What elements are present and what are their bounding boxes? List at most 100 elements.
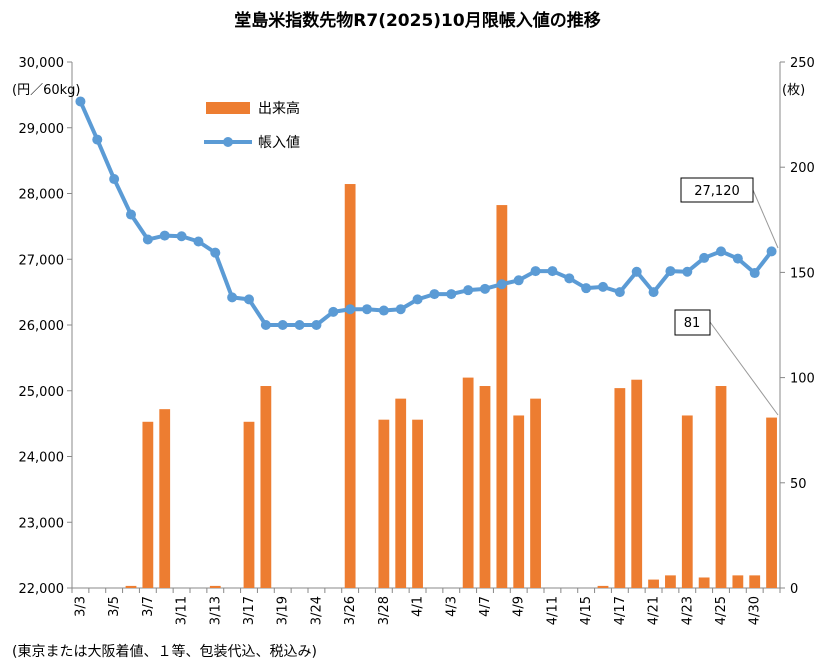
settlement-line [78,100,774,327]
volume-bar [243,421,255,588]
volume-bar [665,575,676,588]
settlement-point [395,304,406,315]
volume-bar [732,575,744,588]
settlement-point [446,289,457,300]
x-tick-label: 4/17 [613,596,628,625]
callout-line-last: 27,120 [680,177,779,249]
volume-bar [125,585,137,588]
settlement-point [564,273,575,284]
x-tick-label: 4/25 [714,596,729,625]
x-tick-label: 4/23 [680,596,695,625]
x-tick-label: 3/7 [141,596,156,617]
settlement-point [193,236,204,247]
x-tick-label: 4/21 [647,596,662,625]
volume-bar [614,388,626,588]
settlement-point [598,281,608,292]
settlement-point [749,268,760,279]
settlement-point [581,283,592,294]
volume-bar [159,409,171,588]
x-tick-label: 3/24 [309,596,324,625]
y-right-unit: (枚) [782,83,805,98]
legend: 出来高 帳入値 [204,100,300,151]
settlement-point [716,246,726,257]
y-left-tick-label: 23,000 [19,516,65,531]
legend-line-marker [223,137,233,147]
settlement-point [463,285,474,296]
bar-series [125,184,777,589]
settlement-point [345,304,356,315]
settlement-point [210,247,221,258]
y-right-tick-label: 250 [790,56,815,71]
legend-bar-label: 出来高 [258,100,300,117]
volume-bar [631,379,643,588]
volume-bar [766,417,777,588]
y-left-tick-label: 22,000 [19,582,65,597]
settlement-point [429,289,440,300]
y-left-tick-label: 26,000 [19,319,65,334]
volume-bar [698,577,710,588]
y-right-tick-label: 200 [790,161,815,176]
volume-bar [597,585,609,588]
x-tick-label: 3/13 [208,596,223,625]
settlement-point [378,305,389,316]
x-tick-label: 3/11 [175,596,190,625]
settlement-point [311,320,322,330]
volume-bar [209,585,221,588]
volume-bar [142,421,154,588]
y-right-tick-label: 100 [790,372,815,387]
x-tick-label: 4/30 [748,596,763,625]
y-left-tick-label: 24,000 [19,451,65,466]
settlement-point [682,266,693,277]
x-tick-label: 3/3 [73,596,88,617]
x-tick-label: 4/1 [411,596,426,617]
volume-bar [462,377,474,588]
volume-bar [479,386,491,588]
x-tick-label: 3/17 [242,596,257,625]
settlement-point [142,234,153,245]
y-right-tick-label: 50 [790,477,807,492]
x-tick-label: 4/7 [478,596,493,617]
settlement-point [631,266,642,277]
volume-bar [513,415,525,588]
volume-bar [715,386,727,588]
callout-bar-value: 81 [684,316,701,331]
settlement-point [294,320,305,330]
tick-labels: 22,000 23,000 24,000 25,000 26,000 27,000 28,0… [19,56,815,625]
x-tick-label: 3/5 [107,596,122,617]
settlement-point [277,320,288,330]
volume-bar [378,419,390,588]
x-tick-label: 3/26 [343,596,358,625]
y-left-tick-label: 28,000 [19,188,65,203]
settlement-point [176,231,187,242]
settlement-point [547,266,558,277]
y-right-tick-label: 150 [790,266,815,281]
settlement-point [732,253,743,264]
volume-bar [412,419,423,588]
y-left-tick-label: 30,000 [19,56,65,71]
volume-bar [344,184,356,589]
settlement-point [244,294,254,305]
line-series [75,96,777,330]
settlement-point [227,292,238,303]
settlement-point [126,209,136,220]
settlement-point [513,275,524,286]
settlement-point [648,287,659,298]
chart-title: 堂島米指数先物R7(2025)10月限帳入値の推移 [234,11,601,31]
y-left-tick-label: 29,000 [19,122,65,137]
volume-bar [749,575,761,588]
legend-bar-swatch [206,102,250,114]
settlement-point [699,252,710,263]
volume-bar [681,415,693,588]
y-left-tick-label: 27,000 [19,253,65,268]
footnote: (東京または大阪着値、１等、包装代込、税込み) [12,644,317,660]
x-tick-label: 3/19 [276,596,291,625]
settlement-point [412,294,423,305]
y-left-unit: (円／60kg) [12,83,80,98]
volume-bar [530,398,541,588]
settlement-point [766,246,777,257]
settlement-point [362,304,372,315]
axes [67,61,785,593]
volume-bar [395,398,407,588]
legend-line-label: 帳入値 [258,135,300,151]
